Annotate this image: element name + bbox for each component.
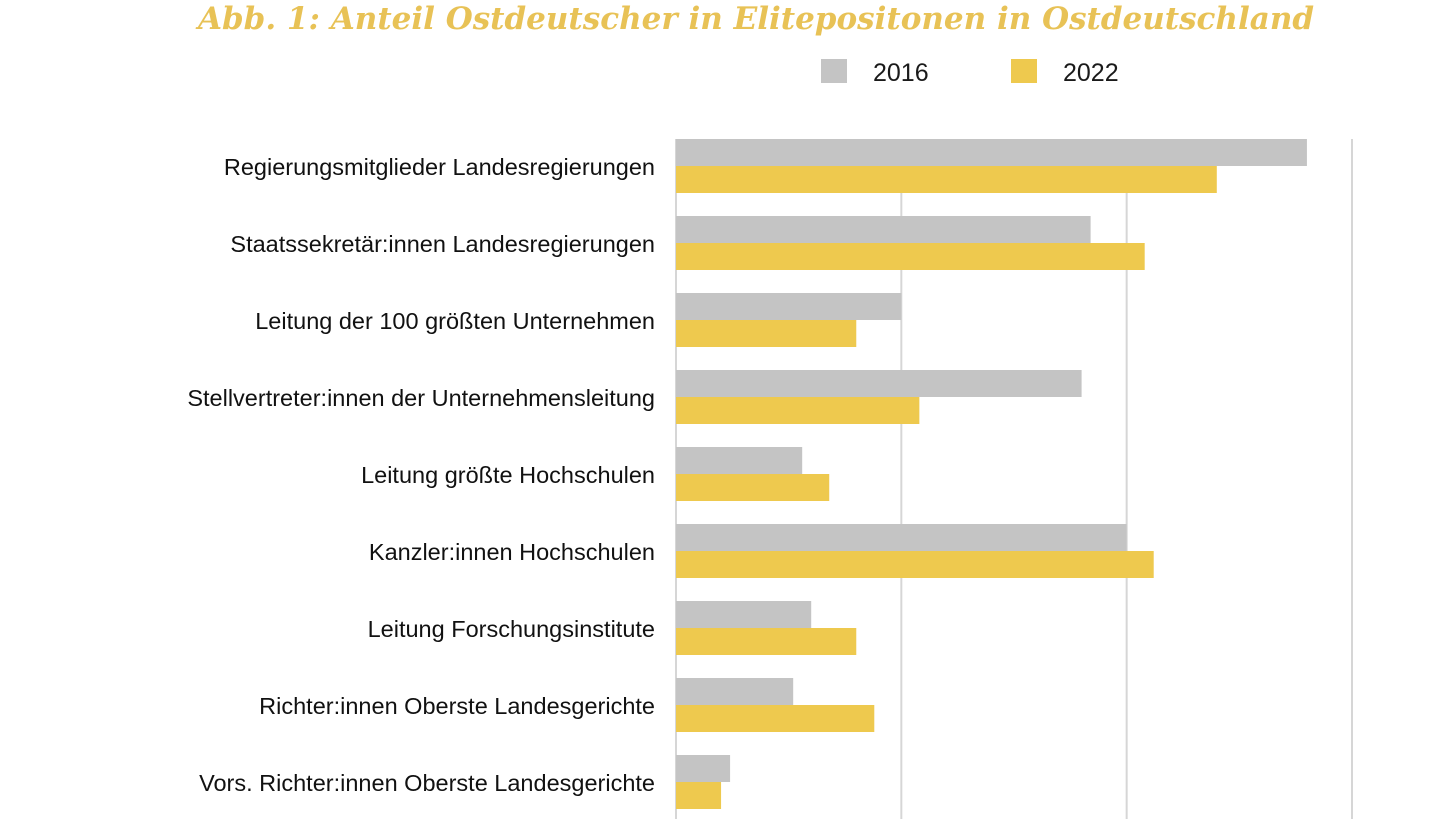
legend-label-2022: 2022	[1063, 59, 1119, 87]
legend-swatch-2016	[821, 59, 847, 83]
bar-2016-4	[676, 447, 803, 474]
bar-2016-3	[676, 370, 1082, 397]
category-label-4: Leitung größte Hochschulen	[361, 462, 655, 488]
bar-2016-7	[676, 678, 794, 705]
bar-2022-3	[676, 397, 920, 424]
category-label-5: Kanzler:innen Hochschulen	[369, 539, 655, 565]
category-label-2: Leitung der 100 größten Unternehmen	[255, 308, 655, 334]
legend-label-2016: 2016	[873, 59, 929, 87]
bar-2016-6	[676, 601, 812, 628]
chart-title: Abb. 1: Anteil Ostdeutscher in Eliteposi…	[197, 1, 1315, 37]
bar-2022-4	[676, 474, 830, 501]
category-label-8: Vors. Richter:innen Oberste Landesgerich…	[199, 770, 655, 796]
bar-2022-7	[676, 705, 875, 732]
category-label-7: Richter:innen Oberste Landesgerichte	[259, 693, 655, 719]
bar-2016-0	[676, 139, 1307, 166]
category-label-6: Leitung Forschungsinstitute	[368, 616, 655, 642]
bar-2022-0	[676, 166, 1217, 193]
category-label-1: Staatssekretär:innen Landesregierungen	[230, 231, 655, 257]
bar-2022-1	[676, 243, 1145, 270]
bar-2022-5	[676, 551, 1154, 578]
bar-2022-2	[676, 320, 857, 347]
bar-2022-6	[676, 628, 857, 655]
category-label-3: Stellvertreter:innen der Unternehmenslei…	[187, 385, 655, 411]
legend-swatch-2022	[1011, 59, 1037, 83]
bar-2016-8	[676, 755, 731, 782]
category-label-0: Regierungsmitglieder Landesregierungen	[224, 154, 655, 180]
bar-2016-5	[676, 524, 1127, 551]
bar-2022-8	[676, 782, 722, 809]
bar-2016-1	[676, 216, 1091, 243]
bar-2016-2	[676, 293, 902, 320]
